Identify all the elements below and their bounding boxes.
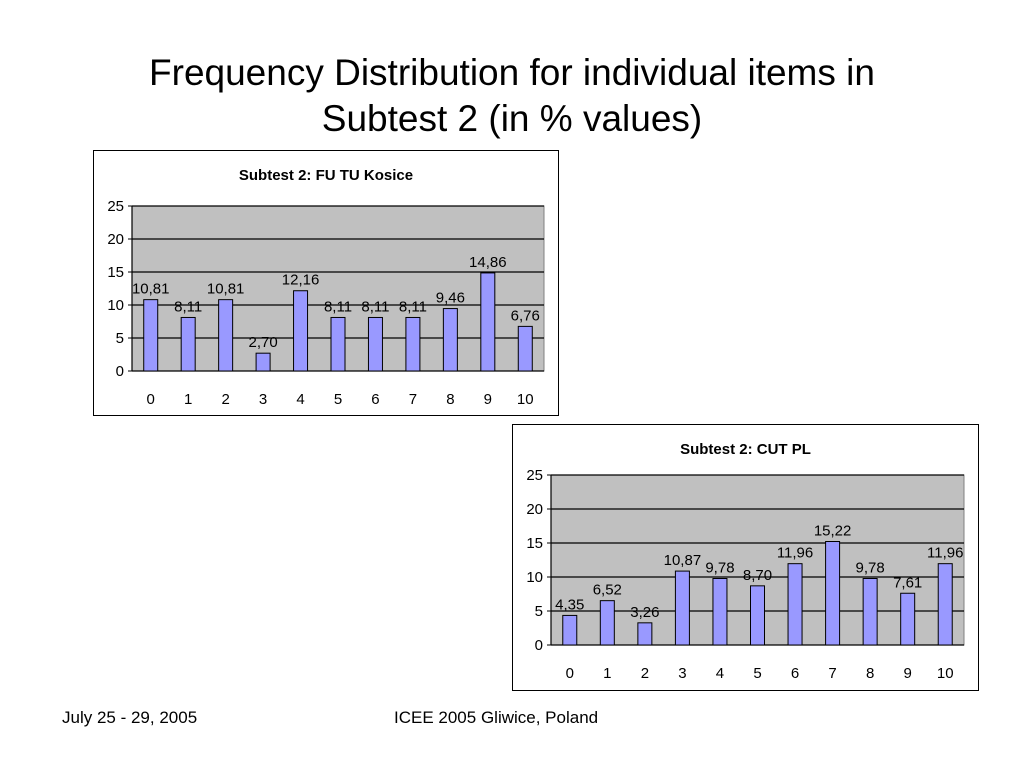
data-label: 9,46: [436, 290, 465, 307]
chart-title: Subtest 2: FU TU Kosice: [239, 167, 413, 184]
data-label: 8,11: [324, 298, 352, 315]
x-tick-label: 8: [446, 391, 454, 408]
x-tick-label: 5: [753, 665, 761, 682]
data-label: 8,11: [399, 298, 427, 315]
chart-fu-tu-kosice: 0 5 10 15 20 25 Subtest 2: FU TU Kosice 10,81 0 8…: [93, 150, 559, 416]
x-tick-label: 1: [184, 391, 192, 408]
slide-title-line-1: Frequency Distribution for individual it…: [149, 52, 875, 93]
x-tick-label: 3: [678, 665, 686, 682]
data-label: 6,52: [593, 582, 622, 599]
y-tick-label: 10: [526, 569, 543, 586]
x-tick-label: 3: [259, 391, 267, 408]
data-label: 10,87: [664, 552, 702, 569]
bar: [674, 570, 690, 646]
x-tick-label: 10: [517, 391, 534, 408]
y-tick-label: 15: [526, 535, 543, 552]
bar: [218, 299, 234, 372]
y-tick-label: 15: [107, 264, 124, 281]
x-tick-label: 2: [221, 391, 229, 408]
bar: [787, 563, 803, 646]
bar: [562, 614, 578, 646]
chart-title: Subtest 2: CUT PL: [680, 441, 811, 458]
x-tick-label: 4: [716, 665, 724, 682]
x-tick-label: 9: [484, 391, 492, 408]
footer-venue: ICEE 2005 Gliwice, Poland: [394, 708, 599, 727]
data-label: 8,11: [174, 298, 202, 315]
bar: [255, 352, 271, 372]
data-label: 11,96: [777, 545, 813, 562]
bar: [900, 592, 916, 646]
x-tick-label: 0: [566, 665, 574, 682]
data-label: 12,16: [282, 272, 320, 289]
data-label: 4,35: [555, 596, 584, 613]
data-label: 6,76: [511, 307, 540, 324]
footer-date: July 25 - 29, 2005: [62, 708, 198, 727]
data-label: 7,61: [893, 574, 922, 591]
x-tick-label: 4: [296, 391, 304, 408]
slide-title: Frequency Distribution for individual it…: [0, 50, 1024, 142]
data-label: 11,96: [927, 545, 963, 562]
bar: [293, 290, 309, 372]
bar: [367, 316, 383, 372]
bar: [862, 577, 878, 646]
data-label: 2,70: [248, 334, 277, 351]
data-label: 9,78: [705, 559, 734, 576]
bar: [442, 308, 458, 372]
data-label: 3,26: [630, 604, 659, 621]
x-tick-label: 7: [409, 391, 417, 408]
y-tick-label: 10: [107, 297, 124, 314]
bar: [750, 585, 765, 646]
data-label: 8,11: [361, 298, 389, 315]
bar: [637, 622, 653, 646]
y-tick-label: 5: [535, 603, 543, 620]
data-label: 9,78: [856, 559, 885, 576]
x-tick-label: 1: [603, 665, 611, 682]
y-tick-label: 5: [116, 330, 124, 347]
bar: [143, 299, 159, 372]
bar: [517, 325, 533, 372]
bar: [712, 577, 728, 646]
data-label: 14,86: [469, 254, 507, 271]
x-tick-label: 8: [866, 665, 874, 682]
bar: [180, 316, 196, 372]
y-tick-label: 20: [107, 231, 124, 248]
x-tick-label: 9: [904, 665, 912, 682]
y-tick-label: 20: [526, 501, 543, 518]
bar: [825, 541, 841, 646]
data-label: 10,81: [207, 281, 245, 298]
x-tick-label: 7: [828, 665, 836, 682]
bar: [599, 600, 615, 646]
y-tick-label: 25: [107, 198, 124, 215]
y-tick-label: 0: [535, 637, 543, 654]
bar: [330, 316, 346, 372]
y-tick-label: 0: [116, 363, 124, 380]
y-tick-label: 25: [526, 467, 543, 484]
data-label: 15,22: [814, 523, 852, 540]
chart-cut-pl: 0 5 10 15 20 25 Subtest 2: CUT PL 4,35 0 6,52 1 3,2…: [512, 424, 979, 691]
x-tick-label: 6: [791, 665, 799, 682]
data-label: 8,70: [743, 567, 772, 584]
bar: [480, 272, 496, 372]
x-tick-label: 6: [371, 391, 379, 408]
data-label: 10,81: [132, 281, 170, 298]
x-tick-label: 0: [147, 391, 155, 408]
bar: [937, 563, 953, 646]
x-tick-label: 5: [334, 391, 342, 408]
x-tick-label: 10: [937, 665, 954, 682]
x-tick-label: 2: [641, 665, 649, 682]
slide-title-line-2: Subtest 2 (in % values): [321, 98, 703, 139]
bar: [405, 316, 421, 372]
